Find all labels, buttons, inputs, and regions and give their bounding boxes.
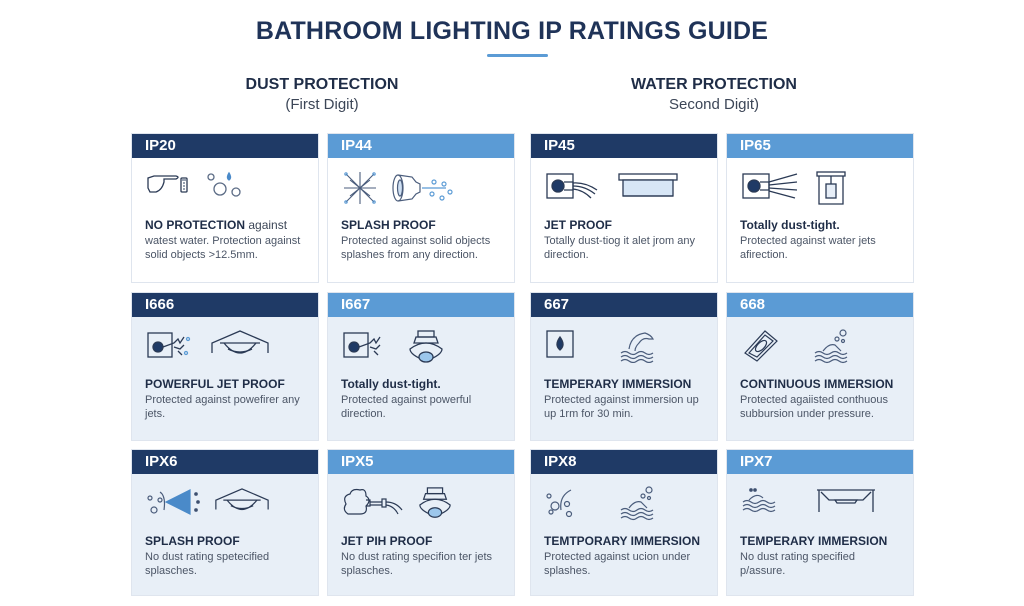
downlight-fixture-icon <box>419 487 451 518</box>
ip-card-ip20: IP20 NO PROTECTION against watest water.… <box>131 133 319 283</box>
ip-code: I667 <box>328 293 514 317</box>
ip-code: IPX5 <box>328 450 514 474</box>
ip-code: IP44 <box>328 134 514 158</box>
card-heading-rest: against <box>245 218 288 232</box>
ip-card-ipx8: IPX8 TEMTPORARY IMMERSION Protected agai… <box>530 449 718 596</box>
ceiling-dome-icon <box>215 488 269 511</box>
card-heading: CONTINUOUS IMMERSION <box>740 377 894 391</box>
ceiling-dome-icon <box>211 330 269 354</box>
card-description: Protected against powerful direction. <box>341 394 472 420</box>
card-description: watest water. Protection against solid o… <box>145 235 301 261</box>
ip-card-ipx7: IPX7 TEMPERARY IMMERSION No dust rating … <box>726 449 914 596</box>
card-heading: JET PROOF <box>544 218 613 232</box>
card-heading: JET PIH PROOF <box>341 534 433 548</box>
title-underline <box>487 54 548 57</box>
dust-protection-header: DUST PROTECTION (First Digit) <box>202 76 442 113</box>
downlight-fixture-icon <box>409 330 443 363</box>
ip-card-ip44: IP44 SPLASH PROOF Protected against soli… <box>327 133 515 283</box>
card-heading: Totally dust-tight. <box>740 218 840 232</box>
card-description: Protected agaiisted conthuous subbursion… <box>740 394 888 420</box>
card-description: No dust rating specifion ter jets splasc… <box>341 551 493 577</box>
ip-code: IP20 <box>132 134 318 158</box>
splash-burst-icon <box>344 172 376 204</box>
card-heading: TEMPERARY IMMERSION <box>740 534 888 548</box>
bubbles-arc-icon <box>546 489 573 518</box>
ip-code: IPX7 <box>727 450 913 474</box>
pendant-box-icon <box>816 171 846 205</box>
ip-code: IP45 <box>531 134 717 158</box>
water-protection-header: WATER PROTECTION Second Digit) <box>594 76 834 113</box>
water-drop-box-icon <box>546 330 574 358</box>
ip-card-ipx6: IPX6 SPLASH PROOF No dust rating speteci… <box>131 449 319 596</box>
dust-protection-title: DUST PROTECTION <box>245 76 399 93</box>
card-description: Totally dust-tiog it alet jrom any direc… <box>544 235 696 261</box>
page-title: BATHROOM LIGHTING IP RATINGS GUIDE <box>255 17 769 45</box>
card-description: Protected against ucion under splashes. <box>544 551 691 577</box>
ip-card-ip65: IP65 Totally dust-tight. Protected again… <box>726 133 914 283</box>
card-description: Protected against powefirer any jets. <box>145 394 300 420</box>
submerged-bubbles-icon <box>814 329 848 364</box>
ip-card-i667: I667 Totally dust-tight. Protected again… <box>327 292 515 441</box>
card-heading: TEMPERARY IMMERSION <box>544 377 692 391</box>
wall-powerful-jet-icon <box>343 332 381 358</box>
panel-light-icon <box>618 173 678 197</box>
ip-code: 668 <box>727 293 913 317</box>
wall-jet-icon <box>546 173 598 199</box>
submerged-bubbles-icon <box>620 486 654 521</box>
ip-card-i666: I666 POWERFUL JET PROOF Protected agains… <box>131 292 319 441</box>
ip-code: I666 <box>132 293 318 317</box>
bubbles-drop-icon <box>207 171 241 197</box>
ip-code: 667 <box>531 293 717 317</box>
spotlight-spray-icon <box>392 174 453 202</box>
card-description: No dust rating spetecified splasches. <box>145 551 270 577</box>
card-heading: TEMTPORARY IMMERSION <box>544 534 701 548</box>
submerged-tile-icon <box>744 330 778 362</box>
card-description: Protected against solid objects splashes… <box>341 235 491 261</box>
dust-protection-subtitle: (First Digit) <box>285 96 359 113</box>
ip-code: IP65 <box>727 134 913 158</box>
flush-ceiling-icon <box>817 489 875 512</box>
spray-cone-icon <box>147 489 200 515</box>
water-protection-subtitle: Second Digit) <box>668 96 760 113</box>
wall-jet-rays-icon <box>742 173 798 199</box>
wall-powerful-jet-icon <box>147 332 191 358</box>
waves-swimmer-icon <box>742 488 776 513</box>
card-description: No dust rating specified p/assure. <box>740 551 855 577</box>
card-heading: Totally dust-tight. <box>341 377 441 391</box>
wave-splash-icon <box>620 332 654 363</box>
cloud-hose-icon <box>343 488 403 515</box>
card-heading: SPLASH PROOF <box>341 218 436 232</box>
card-description: Protected against water jets afirection. <box>740 235 876 261</box>
ip-card-668: 668 CONTINUOUS IMMERSION Protected agaii… <box>726 292 914 441</box>
ip-card-ip45: IP45 JET PROOF Totally dust-tiog it alet… <box>530 133 718 283</box>
card-description: Protected against immersion up up 1rm fo… <box>544 394 699 420</box>
card-heading: SPLASH PROOF <box>145 534 240 548</box>
card-heading: POWERFUL JET PROOF <box>145 377 285 391</box>
ip-code: IPX6 <box>132 450 318 474</box>
card-heading: NO PROTECTION <box>145 218 246 232</box>
water-protection-title: WATER PROTECTION <box>631 76 797 93</box>
ip-card-667: 667 TEMPERARY IMMERSION Protected agains… <box>530 292 718 441</box>
ip-code: IPX8 <box>531 450 717 474</box>
ip-card-ipx5: IPX5 JET PIH PROOF No dust rating specif… <box>327 449 515 596</box>
finger-touch-icon <box>147 175 188 193</box>
